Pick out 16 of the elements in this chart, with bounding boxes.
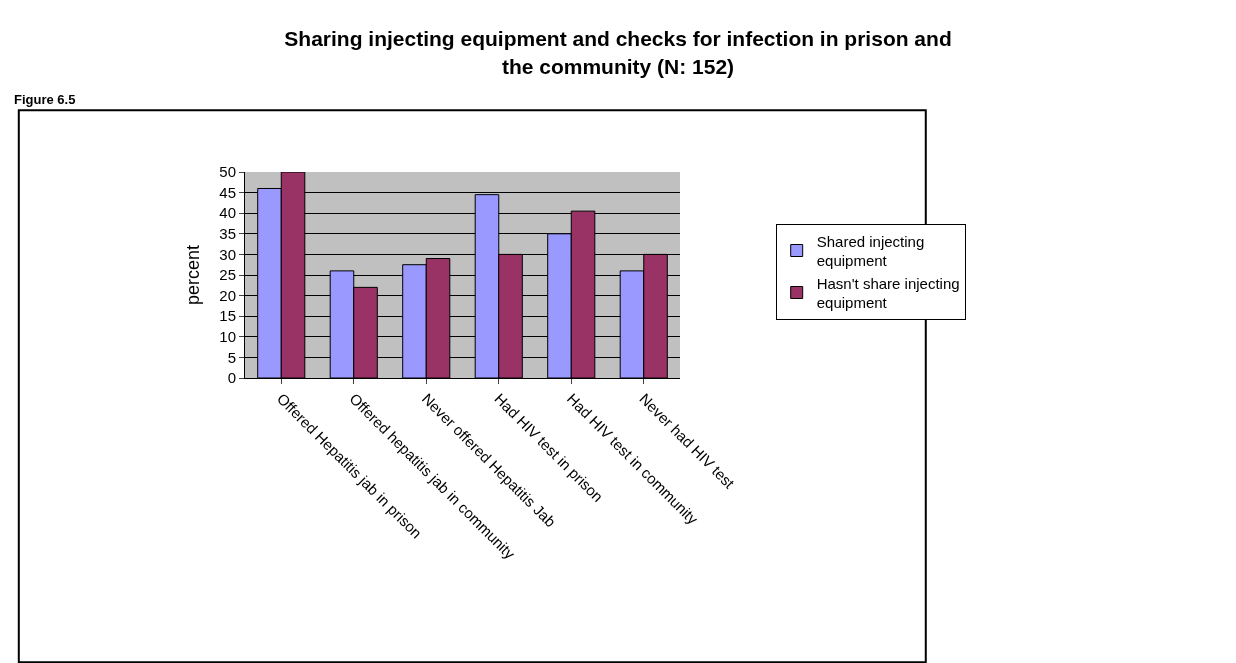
y-tick-label: 35 <box>219 225 236 243</box>
y-tick-label: 45 <box>219 183 236 201</box>
legend-label: Shared injecting equipment <box>816 232 925 270</box>
y-tick-label: 15 <box>219 307 236 325</box>
y-tick-label: 20 <box>219 286 236 304</box>
chart-title: Sharing injecting equipment and checks for infection in prison and the community (N: 152) <box>284 27 952 78</box>
y-tick-label: 0 <box>227 369 236 387</box>
y-tick-label: 50 <box>219 163 236 181</box>
y-tick-label: 30 <box>219 245 236 263</box>
y-tick-label: 5 <box>227 348 236 366</box>
y-tick-label: 10 <box>219 328 236 346</box>
y-tick-label: 40 <box>219 204 236 222</box>
caption: Figure 6.5 <box>14 92 76 107</box>
y-tick-label: 25 <box>219 266 236 284</box>
y-axis-title: percent <box>182 244 203 306</box>
legend-label: Hasn't share injecting equipment <box>816 274 960 312</box>
